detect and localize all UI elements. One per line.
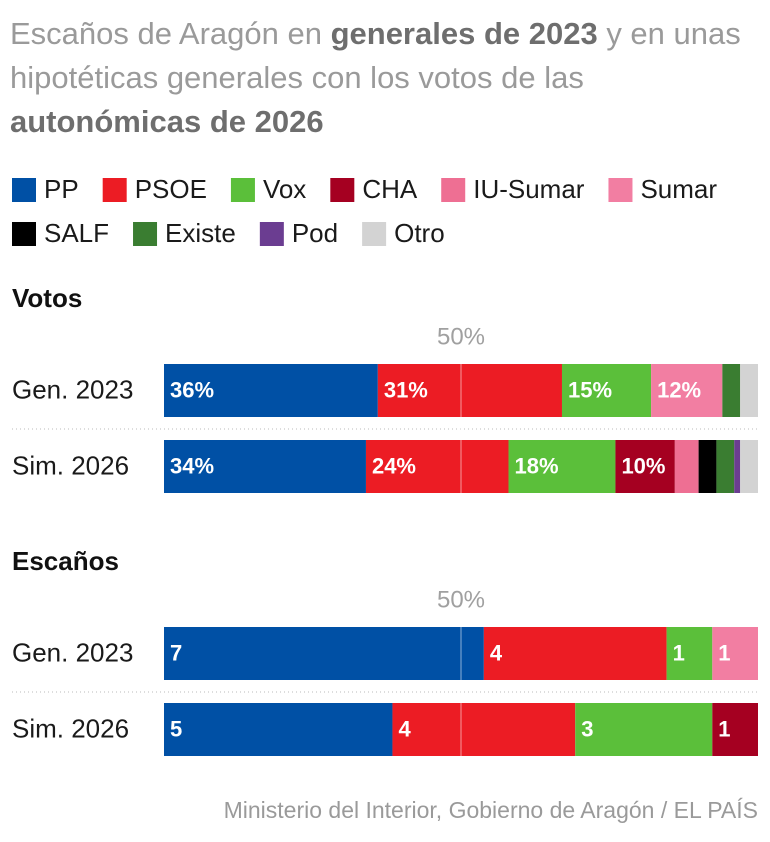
bar-segment xyxy=(716,440,735,493)
value-label: 4 xyxy=(398,716,411,741)
value-label: 34% xyxy=(170,453,214,478)
legend-swatch xyxy=(362,222,387,246)
bar-segment xyxy=(561,364,652,417)
bar-segment xyxy=(164,703,393,756)
title-part: generales de 2023 xyxy=(330,16,598,51)
bar-segment xyxy=(666,627,713,680)
value-label: 7 xyxy=(170,640,182,665)
value-label: 4 xyxy=(490,640,503,665)
legend-swatch xyxy=(230,178,255,202)
bar-segment xyxy=(365,440,509,493)
bar-segment xyxy=(508,440,616,493)
midline-label: 50% xyxy=(437,586,485,613)
legend-swatch xyxy=(12,178,36,202)
value-label: 5 xyxy=(170,716,182,741)
bar-segment xyxy=(712,703,758,756)
value-label: 36% xyxy=(170,377,214,402)
value-label: 15% xyxy=(568,377,612,402)
legend-swatch xyxy=(608,178,633,202)
legend-label: Sumar xyxy=(640,174,717,204)
legend-swatch xyxy=(441,178,466,202)
legend-label: Pod xyxy=(292,218,338,248)
category-label: Sim. 2026 xyxy=(12,713,129,743)
midline-label: 50% xyxy=(437,323,485,350)
bar-segment xyxy=(377,364,562,417)
bar-segment xyxy=(651,364,723,417)
legend-label: Vox xyxy=(263,174,306,204)
legend-label: IU-Sumar xyxy=(473,174,585,204)
bar-segment xyxy=(698,440,717,493)
bar-segment xyxy=(575,703,713,756)
legend-label: Existe xyxy=(165,218,236,248)
title-part: Escaños de Aragón en xyxy=(10,16,331,51)
legend-label: PSOE xyxy=(135,174,207,204)
source: Ministerio del Interior, Gobierno de Ara… xyxy=(224,797,758,823)
legend-swatch xyxy=(102,178,127,202)
legend-label: SALF xyxy=(44,218,109,248)
legend-label: Otro xyxy=(394,218,445,248)
bar-segment xyxy=(712,627,758,680)
legend-swatch xyxy=(133,222,158,246)
value-label: 18% xyxy=(515,453,559,478)
bar-segment xyxy=(615,440,675,493)
value-label: 3 xyxy=(581,716,593,741)
legend-swatch xyxy=(12,222,36,246)
bar-segment xyxy=(164,364,378,417)
category-label: Gen. 2023 xyxy=(12,374,133,404)
value-label: 1 xyxy=(718,640,730,665)
bar-segment xyxy=(392,703,576,756)
bar-segment xyxy=(674,440,699,493)
category-label: Gen. 2023 xyxy=(12,637,133,667)
value-label: 1 xyxy=(673,640,685,665)
title-part: y en unas hipotéticas generales con los … xyxy=(10,16,741,95)
bar-segment xyxy=(734,440,741,493)
bar-segment xyxy=(740,364,758,417)
bar-segment xyxy=(740,440,758,493)
value-label: 24% xyxy=(372,453,416,478)
legend-label: PP xyxy=(44,174,79,204)
value-label: 1 xyxy=(718,716,730,741)
panel-title: Votos xyxy=(12,283,82,313)
bar-segment xyxy=(164,627,484,680)
value-label: 12% xyxy=(657,377,701,402)
title-part: autonómicas de 2026 xyxy=(10,104,324,139)
bar-segment xyxy=(722,364,741,417)
legend-label: CHA xyxy=(362,174,418,204)
category-label: Sim. 2026 xyxy=(12,450,129,480)
value-label: 31% xyxy=(384,377,428,402)
legend-swatch xyxy=(259,222,284,246)
chart-title: Escaños de Aragón en generales de 2023 y… xyxy=(10,12,750,144)
bar-segment xyxy=(483,627,667,680)
panel-title: Escaños xyxy=(12,546,119,576)
value-label: 10% xyxy=(621,453,665,478)
legend-swatch xyxy=(330,178,355,202)
bar-segment xyxy=(164,440,366,493)
